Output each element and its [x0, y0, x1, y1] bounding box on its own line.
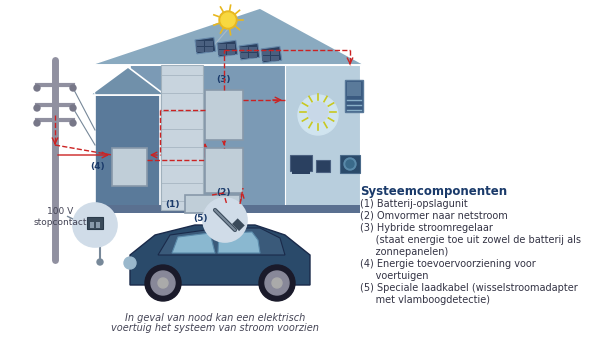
Text: (3): (3)	[216, 75, 230, 84]
Bar	[262, 50, 270, 55]
Text: (2) Omvormer naar netstroom: (2) Omvormer naar netstroom	[360, 211, 508, 221]
Text: (4): (4)	[90, 163, 104, 171]
Bar	[161, 65, 203, 210]
Circle shape	[124, 257, 136, 269]
Text: (1): (1)	[165, 199, 179, 209]
Bar	[271, 50, 279, 55]
Bar	[271, 56, 279, 61]
Text: (5) Speciale laadkabel (wisselstroomadapter: (5) Speciale laadkabel (wisselstroomadap…	[360, 283, 578, 293]
Circle shape	[203, 198, 247, 242]
Circle shape	[158, 278, 168, 288]
Polygon shape	[90, 8, 365, 65]
Polygon shape	[130, 225, 310, 285]
Text: met vlamboogdetectie): met vlamboogdetectie)	[360, 295, 490, 305]
Circle shape	[265, 271, 289, 295]
Bar	[196, 47, 204, 52]
Circle shape	[298, 95, 338, 135]
Bar	[205, 47, 213, 52]
Bar	[130, 65, 360, 210]
Bar	[185, 195, 240, 213]
Circle shape	[308, 102, 328, 122]
Bar	[195, 38, 216, 54]
Bar	[290, 155, 312, 171]
Circle shape	[344, 158, 356, 170]
Bar	[262, 56, 270, 61]
Text: (4) Energie toevoervoorziening voor: (4) Energie toevoervoorziening voor	[360, 259, 536, 269]
Text: (3) Hybride stroomregelaar: (3) Hybride stroomregelaar	[360, 223, 493, 233]
Text: 100 V
stopcontact: 100 V stopcontact	[33, 207, 87, 227]
Bar	[196, 41, 204, 46]
Bar	[218, 44, 226, 49]
Bar	[249, 53, 257, 58]
Bar	[96, 222, 100, 228]
Circle shape	[346, 160, 354, 168]
Circle shape	[259, 265, 295, 301]
Bar	[292, 171, 310, 174]
Text: voertuigen: voertuigen	[360, 271, 428, 281]
Circle shape	[145, 265, 181, 301]
Circle shape	[97, 259, 103, 265]
Bar	[90, 222, 94, 228]
Bar	[95, 205, 360, 213]
Circle shape	[70, 120, 76, 126]
Bar	[95, 95, 160, 210]
Bar	[249, 47, 257, 52]
Bar	[227, 44, 235, 49]
Bar	[240, 53, 248, 58]
Bar	[227, 50, 235, 55]
Bar	[205, 148, 243, 193]
Circle shape	[221, 13, 235, 27]
Circle shape	[70, 85, 76, 91]
Circle shape	[272, 278, 282, 288]
Text: (staat energie toe uit zowel de batterij als: (staat energie toe uit zowel de batterij…	[360, 235, 581, 245]
Bar	[261, 46, 282, 63]
Bar	[340, 155, 360, 173]
Bar	[112, 148, 147, 186]
Circle shape	[73, 203, 117, 247]
Bar	[240, 47, 248, 52]
Circle shape	[34, 85, 40, 91]
Circle shape	[34, 120, 40, 126]
Circle shape	[34, 105, 40, 111]
Text: (1) Batterij-opslagunit: (1) Batterij-opslagunit	[360, 199, 468, 209]
Circle shape	[219, 11, 237, 29]
Polygon shape	[90, 67, 165, 95]
Bar	[316, 160, 330, 172]
Bar	[285, 65, 360, 210]
Text: (5): (5)	[193, 214, 208, 222]
Circle shape	[151, 271, 175, 295]
Polygon shape	[218, 232, 260, 253]
Bar	[218, 50, 226, 55]
Bar	[217, 40, 238, 57]
Text: (2): (2)	[216, 188, 230, 197]
Bar	[345, 80, 363, 112]
Polygon shape	[158, 228, 285, 255]
Text: Systeemcomponenten: Systeemcomponenten	[360, 185, 507, 198]
Bar	[347, 82, 361, 96]
Text: voertuig het systeem van stroom voorzien: voertuig het systeem van stroom voorzien	[111, 323, 319, 333]
Text: zonnepanelen): zonnepanelen)	[360, 247, 448, 257]
Polygon shape	[172, 233, 215, 253]
Bar	[205, 90, 243, 140]
Text: In geval van nood kan een elektrisch: In geval van nood kan een elektrisch	[125, 313, 305, 323]
Circle shape	[70, 105, 76, 111]
Bar	[239, 43, 260, 60]
Bar	[87, 217, 103, 229]
Bar	[205, 41, 213, 46]
Bar	[232, 218, 245, 231]
